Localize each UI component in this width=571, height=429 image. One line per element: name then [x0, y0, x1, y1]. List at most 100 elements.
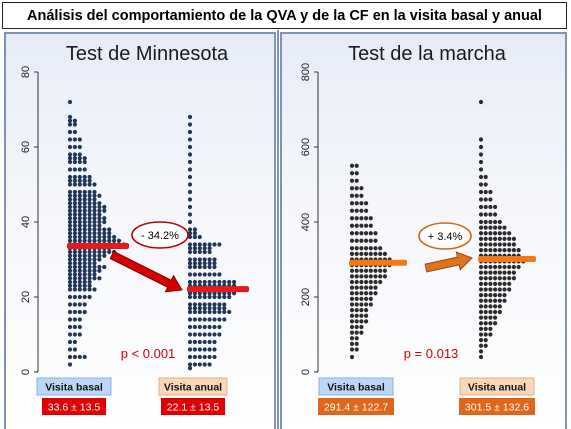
data-point	[478, 182, 484, 187]
data-point	[217, 272, 222, 277]
data-point	[82, 253, 87, 258]
data-point	[368, 251, 373, 256]
data-point	[72, 122, 77, 127]
data-point	[227, 294, 232, 300]
data-point	[187, 354, 193, 360]
chart-title: Test de la marcha	[348, 43, 507, 65]
data-point	[82, 197, 87, 202]
data-point	[77, 137, 82, 142]
data-point	[493, 287, 498, 292]
data-point	[72, 279, 77, 285]
data-point	[87, 294, 92, 300]
data-point	[72, 324, 77, 330]
data-point	[212, 339, 217, 345]
data-point	[364, 285, 369, 290]
data-point	[77, 144, 82, 150]
data-point	[92, 189, 97, 195]
data-point	[483, 287, 488, 292]
data-point	[354, 246, 359, 251]
data-point	[212, 279, 217, 285]
data-point	[493, 236, 498, 241]
data-point	[82, 309, 87, 315]
data-point	[67, 264, 73, 270]
data-point	[107, 238, 112, 243]
data-point	[497, 281, 502, 286]
data-point	[368, 238, 373, 243]
data-point	[77, 249, 82, 255]
data-point	[192, 231, 197, 236]
data-point	[478, 137, 484, 142]
data-point	[497, 298, 502, 303]
data-point	[77, 354, 82, 360]
data-point	[217, 242, 222, 247]
data-point	[192, 291, 197, 296]
data-point	[478, 219, 484, 225]
data-point	[92, 223, 97, 228]
data-point	[349, 201, 355, 206]
data-point	[359, 296, 364, 301]
category-label-box	[36, 377, 112, 396]
data-point	[222, 302, 227, 307]
data-point	[359, 216, 364, 221]
data-point	[187, 272, 193, 277]
data-point	[359, 193, 364, 198]
data-point	[207, 294, 212, 300]
data-point	[82, 178, 87, 183]
data-point	[67, 156, 73, 161]
data-point	[197, 306, 202, 311]
data-point	[378, 268, 383, 273]
data-point	[212, 309, 217, 315]
data-point	[349, 313, 355, 318]
data-point	[67, 309, 73, 315]
data-point	[82, 204, 87, 210]
data-point	[217, 332, 222, 337]
data-point	[488, 298, 493, 303]
data-point	[364, 231, 369, 236]
data-point	[67, 276, 73, 281]
data-point	[97, 264, 102, 270]
data-point	[359, 246, 364, 251]
data-point	[77, 253, 82, 258]
data-point	[97, 193, 102, 198]
data-point	[349, 208, 355, 213]
data-point	[222, 291, 227, 296]
data-point	[102, 238, 107, 243]
change-label: - 34.2%	[141, 230, 179, 242]
data-point	[77, 261, 82, 266]
change-arrow	[424, 251, 473, 273]
data-point	[227, 291, 232, 296]
data-point	[478, 287, 484, 292]
data-point	[217, 294, 222, 300]
data-point	[507, 287, 512, 292]
data-point	[102, 231, 107, 236]
category-label-box	[318, 377, 394, 396]
data-point	[187, 306, 193, 311]
data-point	[187, 324, 193, 330]
data-point	[87, 287, 92, 292]
data-point	[77, 238, 82, 243]
data-point	[67, 144, 73, 150]
data-point	[92, 208, 97, 213]
data-point	[202, 249, 207, 255]
data-point	[92, 231, 97, 236]
data-point	[202, 279, 207, 285]
data-point	[483, 174, 488, 180]
data-point	[102, 253, 107, 258]
data-point	[478, 99, 484, 105]
data-point	[197, 249, 202, 255]
data-point	[212, 272, 217, 277]
data-point	[207, 347, 212, 352]
data-point	[67, 129, 73, 135]
data-point	[364, 313, 369, 318]
data-point	[197, 246, 202, 251]
data-point	[82, 174, 87, 180]
data-point	[497, 264, 502, 270]
data-point	[87, 212, 92, 217]
data-point	[77, 279, 82, 285]
data-point	[364, 274, 369, 279]
data-point	[478, 248, 484, 253]
data-point	[493, 270, 498, 275]
data-point	[67, 234, 73, 240]
data-point	[72, 287, 77, 292]
data-point	[67, 208, 73, 213]
